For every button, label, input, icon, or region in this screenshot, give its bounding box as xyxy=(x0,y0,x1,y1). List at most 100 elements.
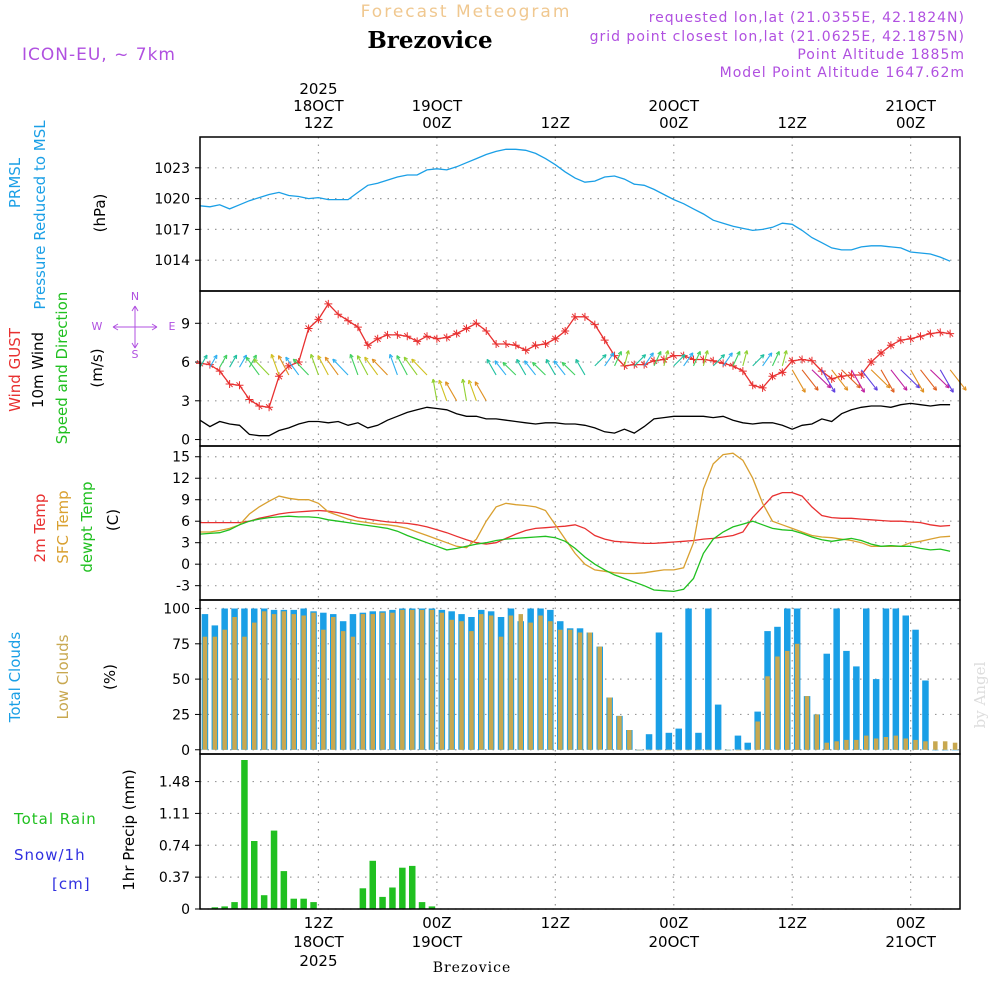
wind-arrow xyxy=(791,369,806,393)
bar-low-clouds xyxy=(439,612,445,750)
wind-arrow-head xyxy=(649,352,654,357)
bar-1hr-precip xyxy=(418,902,426,909)
gust-marker xyxy=(906,334,915,343)
wind-arrow-head xyxy=(768,352,773,357)
wind-arrow xyxy=(880,369,895,393)
wind-arrow-head xyxy=(396,355,401,360)
bar-total-clouds xyxy=(734,735,742,750)
bar-low-clouds xyxy=(775,656,780,750)
wind-arrow xyxy=(732,351,741,367)
bar-low-clouds xyxy=(311,612,316,750)
bar-low-clouds xyxy=(271,614,277,750)
gust-marker xyxy=(620,361,629,370)
time-label-top: 00Z xyxy=(896,114,925,132)
wind-arrow-head xyxy=(575,358,580,364)
gust-marker xyxy=(916,332,925,341)
bar-total-clouds xyxy=(951,749,959,751)
compass-rose xyxy=(112,305,158,349)
gust-marker xyxy=(669,351,678,360)
gust-marker xyxy=(353,323,362,332)
wind-arrow xyxy=(356,355,369,376)
time-label-bottom: 12Z xyxy=(304,914,333,932)
wind-arrow-head xyxy=(736,350,741,356)
series-line-2m-temp xyxy=(200,491,951,545)
wind-arrow-head xyxy=(371,358,377,364)
wind-arrow xyxy=(494,360,507,376)
wind-arrow xyxy=(643,352,654,367)
precip-units: 1hr Precip (mm) xyxy=(120,769,138,890)
dew-label: dewpt Temp xyxy=(78,481,96,572)
bar-low-clouds xyxy=(281,611,287,750)
time-label-top: 19OCT xyxy=(412,97,463,115)
bar-low-clouds xyxy=(706,749,711,751)
bar-low-clouds xyxy=(646,749,652,751)
bar-low-clouds xyxy=(419,609,425,750)
bar-low-clouds xyxy=(686,749,691,751)
wind-arrow-head xyxy=(431,378,436,384)
wind-arrow-head xyxy=(445,381,450,386)
wind-arrow-head xyxy=(920,388,925,393)
meteogram-panels: 10141017102010230369-3036912150255075100… xyxy=(154,136,967,918)
wind-arrow xyxy=(870,369,891,389)
wind-arrow-head xyxy=(873,386,878,391)
gust-marker xyxy=(738,367,747,376)
series-line-sfc-temp xyxy=(200,452,951,575)
wind-arrow xyxy=(332,358,349,376)
bar-low-clouds xyxy=(725,749,731,751)
y-tick-label: 1014 xyxy=(154,253,190,269)
gust-marker xyxy=(324,299,333,308)
bar-low-clouds xyxy=(350,636,356,750)
wind-arrow xyxy=(920,369,937,391)
bar-total-clouds xyxy=(714,704,722,750)
y-tick-label: 50 xyxy=(172,672,190,688)
wind-arrow xyxy=(229,354,238,368)
wind-arrow-head xyxy=(657,350,662,356)
wind-arrow xyxy=(771,351,780,367)
gust-marker xyxy=(265,403,274,412)
wind-arrow-head xyxy=(317,355,322,360)
wind-arrow xyxy=(575,359,586,376)
time-label-top: 2025 xyxy=(299,80,337,98)
wind-arrow-head xyxy=(890,388,895,393)
compass-s: S xyxy=(132,348,139,361)
gust-marker xyxy=(215,367,224,376)
gust-marker xyxy=(472,319,481,328)
wind-arrow-head xyxy=(783,350,788,355)
wind-arrow-head xyxy=(277,355,283,360)
bar-low-clouds xyxy=(340,631,346,750)
wind-arrow xyxy=(524,360,537,376)
wind-arrow-head xyxy=(285,356,290,362)
panel-frame xyxy=(199,753,961,910)
wind-arrow-head xyxy=(903,386,908,391)
bar-low-clouds xyxy=(498,636,504,750)
y-tick-label: 6 xyxy=(181,355,190,371)
bar-low-clouds xyxy=(410,609,415,750)
panel-temperature: -3 0 3 6 9 12 15 xyxy=(172,445,961,601)
wind-arrow xyxy=(930,369,950,389)
bar-low-clouds xyxy=(558,629,563,750)
bar-total-clouds xyxy=(665,732,673,750)
bar-low-clouds xyxy=(804,696,810,750)
wind-arrow-head xyxy=(801,388,806,393)
bar-low-clouds xyxy=(755,721,760,750)
wind-arrow xyxy=(811,369,832,389)
wind-arrow xyxy=(614,351,622,367)
wind-arrow xyxy=(502,362,517,376)
wind-arrow xyxy=(411,358,428,376)
bar-total-clouds xyxy=(843,650,850,750)
series-line-prmsl xyxy=(199,148,951,262)
bar-low-clouds xyxy=(824,742,829,750)
wind-arrow-head xyxy=(252,354,257,360)
wind-arrow-head xyxy=(461,378,466,384)
bar-total-clouds xyxy=(912,629,919,750)
y-tick-label: 1023 xyxy=(154,161,190,177)
location-name: Brezovice xyxy=(367,27,492,54)
time-label-bottom: 00Z xyxy=(659,914,688,932)
time-label-top: 18OCT xyxy=(293,97,344,115)
bar-low-clouds xyxy=(469,631,474,750)
time-label-top: 12Z xyxy=(304,114,333,132)
time-label-bottom: 19OCT xyxy=(412,933,463,951)
bar-low-clouds xyxy=(518,614,523,750)
wind-arrow xyxy=(860,369,878,391)
wind-arrow xyxy=(900,369,920,389)
